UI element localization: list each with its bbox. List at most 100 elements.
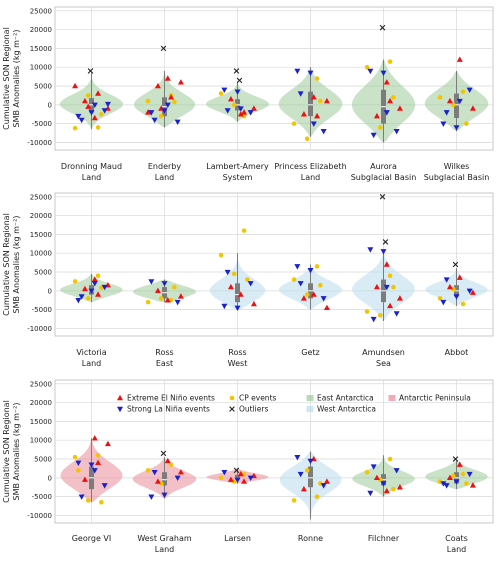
legend-item-west: West Antarctica [306,405,376,414]
lanina-point [297,471,304,478]
elnino-point [250,105,257,111]
outlier-stroke [236,77,243,84]
legend-item-elnino: Extreme El Niño events [117,394,215,403]
category-1 [134,45,195,128]
legend: Extreme El Niño events CP events East Anta… [117,394,471,414]
lanina-point [367,247,374,253]
category-label: Ross [155,348,173,357]
elnino-point [95,459,102,465]
cp-point [437,95,443,100]
lanina-point [370,464,377,470]
elnino-point [164,457,171,464]
category-4 [352,193,415,323]
y-tick-label: 25000 [30,380,52,388]
elnino-point [237,111,244,117]
elnino-point [446,474,453,481]
lanina-point [453,125,460,131]
lanina-point [380,70,387,77]
elnino-point [383,487,390,494]
y-tick-label: -10000 [27,512,52,520]
outlier-stroke [379,193,386,200]
cp-point [291,277,297,282]
elnino-point [310,94,317,100]
legend-item-cp: CP events [229,394,277,403]
category-1 [132,279,197,306]
category-label: George VI [72,534,112,543]
lanina-point [320,296,327,302]
lanina-point [234,305,241,311]
y-tick-label: 20000 [30,212,52,220]
cp-point [314,76,320,81]
legend-item-lanina: Strong La Niña events [117,405,210,414]
outlier-point [379,193,386,200]
outlier-stroke [160,450,167,457]
elnino-point [469,289,476,295]
lanina-point [367,490,374,497]
legend-item-peninsula: Antarctic Peninsula [388,394,471,403]
category-label: Land [82,173,102,182]
outlier-point [233,467,240,474]
box [235,283,240,303]
box [308,91,313,117]
outlier-stroke [229,406,235,412]
lanina-point [221,469,228,476]
cp-point [364,309,370,314]
elnino-point [95,291,102,297]
elnino-point [154,478,161,484]
y-axis-label: Cumulative SON RegionalSMB Anomalies (kg… [2,400,21,503]
legend-swatch-peninsula [388,395,396,401]
category-3 [279,451,342,520]
elnino-point [446,97,453,104]
lanina-point [393,128,400,135]
category-label: Abbot [445,348,469,357]
category-4 [351,24,416,143]
lanina-point [91,102,98,109]
lanina-point [148,110,155,116]
legend-marker-lanina [117,406,123,413]
lanina-point [78,117,85,124]
y-tick-label: 10000 [30,437,52,445]
cp-point [464,121,469,126]
cp-point [377,125,383,130]
elnino-point [81,476,88,482]
lanina-point [247,475,254,482]
outlier-stroke [87,68,94,74]
category-label: Coats [445,534,468,543]
box [235,474,240,480]
y-tick-label: 5000 [34,83,52,91]
category-label: West Graham [137,534,192,543]
y-tick-label: 0 [48,474,52,482]
category-label: Sea [376,359,391,368]
elnino-point [81,285,88,292]
lanina-point [75,460,82,466]
y-tick-label: 0 [48,101,52,109]
cp-point [72,279,78,284]
y-tick-label: 5000 [34,456,52,464]
elnino-point [177,468,184,475]
y-tick-label: 15000 [30,231,52,239]
cp-point [158,113,164,119]
category-0 [59,68,124,131]
category-label: Land [82,359,102,368]
lanina-point [78,494,85,500]
elnino-point [456,56,463,62]
category-2 [209,228,266,311]
lanina-point [370,132,377,139]
lanina-point [383,284,390,291]
lanina-point [307,458,314,465]
outlier-point [452,456,459,462]
lanina-point [148,494,155,500]
lanina-point [380,481,387,487]
lanina-point [151,117,158,124]
lanina-point [247,110,254,116]
outlier-point [379,24,386,31]
cp-point [318,98,323,104]
lanina-point [224,108,231,114]
cp-point [387,456,393,462]
y-axis-label: Cumulative SON RegionalSMB Anomalies (kg… [2,27,21,130]
category-2 [205,68,270,122]
cp-point [241,228,247,233]
lanina-point [88,462,95,468]
category-label: Subglacial Basin [424,173,490,182]
category-2 [206,467,269,484]
